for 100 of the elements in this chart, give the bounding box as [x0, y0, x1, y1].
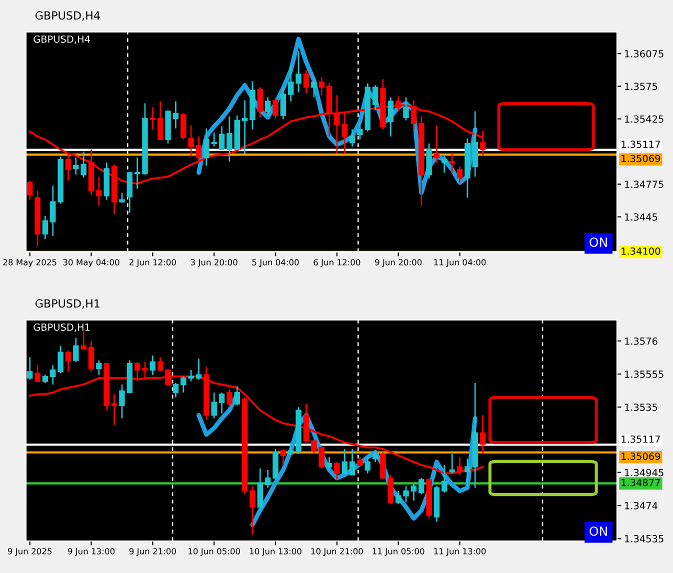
candlestick — [50, 364, 56, 386]
candlestick — [157, 356, 164, 372]
candlestick — [449, 453, 455, 474]
candlestick — [26, 180, 33, 200]
candlestick — [250, 485, 256, 536]
y-tick-label: 1.34775 — [625, 180, 664, 188]
x-tick-label: 5 Jun 04:00 — [252, 259, 299, 267]
candlestick — [42, 215, 48, 240]
candlestick — [196, 358, 202, 380]
x-tick-label: 11 Jun 05:00 — [372, 548, 424, 556]
x-tick-label: 9 Jun 13:00 — [68, 548, 115, 556]
candlestick — [456, 166, 463, 184]
candlestick — [150, 354, 156, 376]
y-tick-label: 1.34945 — [625, 468, 664, 476]
ref-line-label: 1.35069 — [622, 452, 660, 460]
x-tick-label: 11 Jun 13:00 — [434, 548, 486, 556]
candlestick — [80, 330, 86, 350]
candlestick — [296, 50, 302, 93]
candlestick — [280, 88, 286, 120]
text: ON — [590, 526, 607, 536]
candlestick — [357, 122, 363, 140]
ref-line-label: 1.35117 — [622, 140, 660, 148]
x-tick-label: 9 Jun 2025 — [8, 548, 52, 556]
candlestick — [288, 64, 294, 102]
candlestick — [403, 485, 409, 503]
candlestick — [264, 469, 271, 488]
candlestick — [280, 448, 286, 466]
candlestick — [303, 69, 310, 94]
x-tick-label: 10 Jun 21:00 — [311, 548, 363, 556]
candlestick — [157, 100, 164, 140]
candlestick — [226, 388, 232, 408]
candlestick — [188, 369, 194, 382]
x-tick-label: 3 Jun 20:00 — [190, 259, 238, 267]
chart-title: GBPUSD,H4 — [35, 11, 100, 21]
candlestick — [218, 126, 225, 150]
ref-line-label: 1.35117 — [622, 435, 660, 443]
candlestick — [349, 448, 356, 476]
x-tick-label: 30 May 04:00 — [63, 259, 120, 268]
candlestick — [172, 100, 179, 130]
candlestick — [311, 76, 317, 98]
ref-line-label: 1.34877 — [622, 478, 660, 486]
candlestick — [288, 442, 294, 456]
candlestick — [372, 84, 378, 112]
candlestick — [442, 154, 448, 174]
annotation: GBPUSD,H4 — [34, 35, 90, 44]
candlestick — [388, 96, 394, 138]
candlestick — [26, 356, 33, 380]
candlestick — [449, 152, 455, 174]
y-tick-label: 1.3535 — [625, 404, 658, 411]
x-tick-label: 2 Jun 12:00 — [129, 259, 176, 267]
candlestick — [272, 96, 278, 120]
candlestick — [73, 337, 79, 363]
x-tick-label: 9 Jun 20:00 — [375, 259, 422, 267]
candlestick — [58, 345, 64, 374]
text: ON — [590, 237, 607, 247]
candlestick — [150, 106, 156, 130]
candlestick — [480, 414, 486, 455]
candlestick — [257, 86, 264, 118]
candlestick — [96, 360, 102, 376]
candlestick — [410, 482, 417, 502]
candlestick — [357, 456, 363, 468]
candlestick — [65, 152, 72, 182]
candlestick — [196, 136, 202, 162]
y-tick-label: 1.34535 — [625, 535, 664, 542]
y-tick-label: 1.35555 — [625, 370, 664, 378]
x-tick-label: 6 Jun 12:00 — [314, 259, 360, 267]
candlestick — [464, 458, 470, 487]
candlestick — [218, 392, 225, 414]
candlestick — [403, 96, 409, 122]
x-tick-label: 28 May 2025 — [3, 259, 56, 268]
candlestick — [434, 124, 440, 164]
candlestick — [111, 394, 118, 426]
candlestick — [188, 124, 194, 158]
candlestick — [88, 340, 94, 372]
candlestick — [342, 112, 348, 154]
candlestick — [326, 456, 332, 472]
y-tick-label: 1.3575 — [625, 82, 658, 90]
candlestick — [334, 461, 340, 480]
candlestick — [242, 100, 248, 154]
y-tick-label: 1.3576 — [625, 337, 658, 345]
ref-line-label: 1.35069 — [622, 154, 660, 162]
candlestick — [50, 185, 56, 237]
candlestick — [119, 192, 125, 204]
candlestick — [418, 477, 424, 495]
candlestick — [234, 385, 240, 406]
candlestick — [65, 350, 72, 372]
y-tick-label: 1.3445 — [625, 213, 658, 221]
candlestick — [96, 176, 102, 206]
x-tick-label: 9 Jun 21:00 — [129, 548, 176, 556]
ref-line-label: 1.34100 — [622, 247, 660, 255]
candlestick — [442, 464, 448, 494]
candlestick — [264, 96, 271, 116]
candlestick — [364, 456, 370, 474]
candlestick — [211, 392, 217, 420]
candlestick — [172, 382, 179, 398]
candlestick — [349, 128, 356, 148]
y-tick-label: 1.3474 — [625, 502, 658, 510]
candlestick — [134, 156, 140, 190]
candlestick — [395, 490, 402, 505]
x-tick-label: 10 Jun 05:00 — [188, 548, 240, 556]
